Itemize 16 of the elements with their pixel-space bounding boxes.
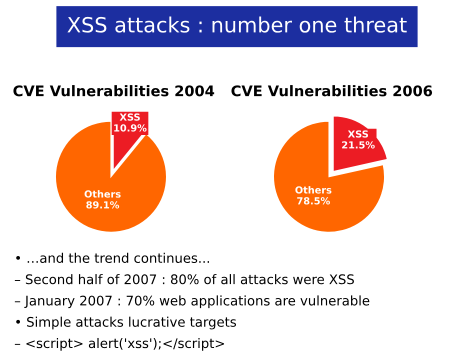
slice-label: XSS [120, 113, 140, 121]
text: – January 2007 : 70% web applications are vulnerable [14, 295, 370, 308]
slice-label: Others [295, 186, 332, 194]
text: • Simple attacks lucrative targets [16, 316, 236, 330]
chart-title: CVE Vulnerabilities 2004 [13, 85, 214, 96]
slice-label: XSS [348, 130, 368, 138]
text: XSS attacks : number one threat [67, 16, 407, 33]
text: – Second half of 2007 : 80% of all attacks were XSS [14, 274, 354, 284]
data-label: 10.9% [114, 124, 147, 132]
chart-title: CVE Vulnerabilities 2006 [231, 85, 432, 96]
slice-label: Others [84, 190, 121, 198]
data-label: 21.5% [342, 141, 375, 149]
data-label: 78.5% [297, 197, 330, 205]
text: – <script> alert('xss');</script> [14, 338, 224, 351]
text: • …and the trend continues... [16, 252, 210, 263]
data-label: 89.1% [86, 201, 120, 209]
